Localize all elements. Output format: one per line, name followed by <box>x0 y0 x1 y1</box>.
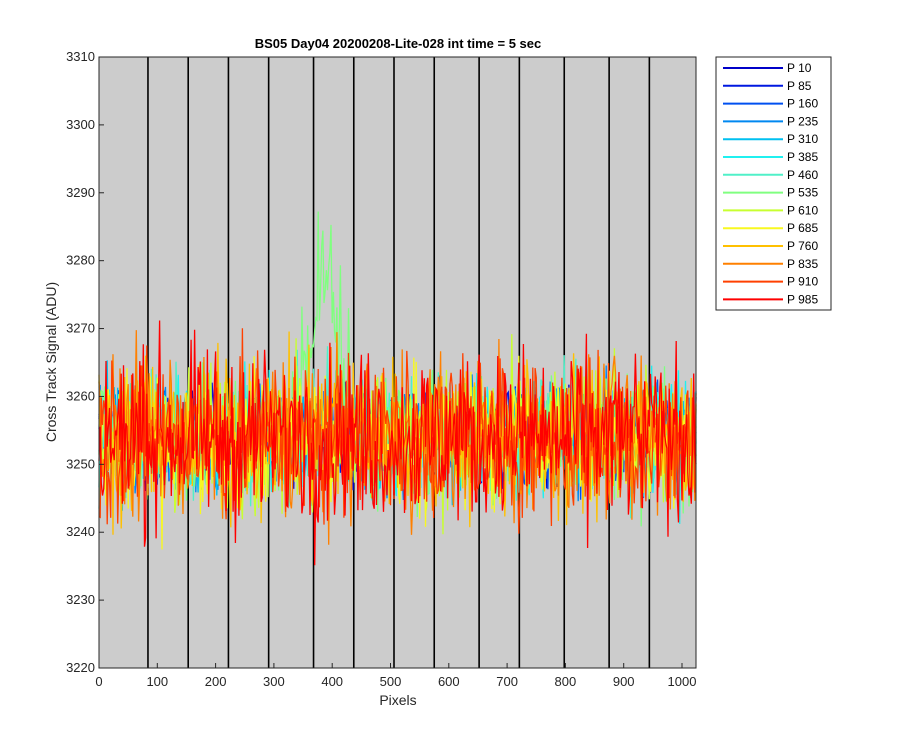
y-tick-label-3240: 3240 <box>66 524 95 539</box>
series-line-p985 <box>98 320 697 566</box>
x-axis-ticks: 0 100 200 300 400 500 600 700 800 900 1000 <box>95 663 696 689</box>
x-tick-label-700: 700 <box>496 674 518 689</box>
legend-label-2: P 160 <box>787 97 818 111</box>
x-tick-label-500: 500 <box>380 674 402 689</box>
y-tick-label-3250: 3250 <box>66 456 95 471</box>
legend-label-1: P 85 <box>787 79 812 93</box>
x-tick-label-100: 100 <box>146 674 168 689</box>
x-tick-label-200: 200 <box>205 674 227 689</box>
x-tick-label-900: 900 <box>613 674 635 689</box>
y-tick-label-3260: 3260 <box>66 388 95 403</box>
legend-label-3: P 235 <box>787 114 818 128</box>
y-tick-label-3280: 3280 <box>66 253 95 268</box>
y-tick-label-3220: 3220 <box>66 660 95 675</box>
series-line-p910 <box>98 328 697 534</box>
legend-label-0: P 10 <box>787 61 812 75</box>
series-line-p760 <box>98 331 697 535</box>
y-tick-label-3300: 3300 <box>66 117 95 132</box>
y-tick-label-3230: 3230 <box>66 592 95 607</box>
legend-label-9: P 685 <box>787 221 818 235</box>
y-axis-label: Cross Track Signal (ADU) <box>43 282 59 442</box>
legend-label-5: P 385 <box>787 150 818 164</box>
series-layer <box>98 211 697 566</box>
x-tick-label-800: 800 <box>555 674 577 689</box>
legend-label-6: P 460 <box>787 168 818 182</box>
legend-label-8: P 610 <box>787 203 818 217</box>
y-axis-ticks: 3220 3230 3240 3250 3260 3270 3280 3290 3300 3310 <box>66 49 104 675</box>
y-tick-label-3310: 3310 <box>66 49 95 64</box>
legend-label-10: P 760 <box>787 239 818 253</box>
x-tick-label-0: 0 <box>95 674 102 689</box>
legend-label-12: P 910 <box>787 275 818 289</box>
x-tick-label-600: 600 <box>438 674 460 689</box>
legend-label-7: P 535 <box>787 186 818 200</box>
legend-box <box>715 56 832 311</box>
x-tick-label-400: 400 <box>321 674 343 689</box>
plot-area <box>99 57 696 668</box>
x-axis-label: Pixels <box>379 692 416 708</box>
chart-title: BS05 Day04 20200208-Lite-028 int time = … <box>255 36 542 51</box>
legend-label-11: P 835 <box>787 257 818 271</box>
legend-label-13: P 985 <box>787 292 818 306</box>
y-tick-label-3290: 3290 <box>66 185 95 200</box>
legend: P 10 P 85 P 160 P 235 P 310 P 385 P 460 P 535 P … <box>715 56 832 311</box>
legend-label-4: P 310 <box>787 132 818 146</box>
y-tick-label-3270: 3270 <box>66 321 95 336</box>
x-tick-label-1000: 1000 <box>668 674 697 689</box>
plot-border <box>98 56 697 669</box>
x-tick-label-300: 300 <box>263 674 285 689</box>
